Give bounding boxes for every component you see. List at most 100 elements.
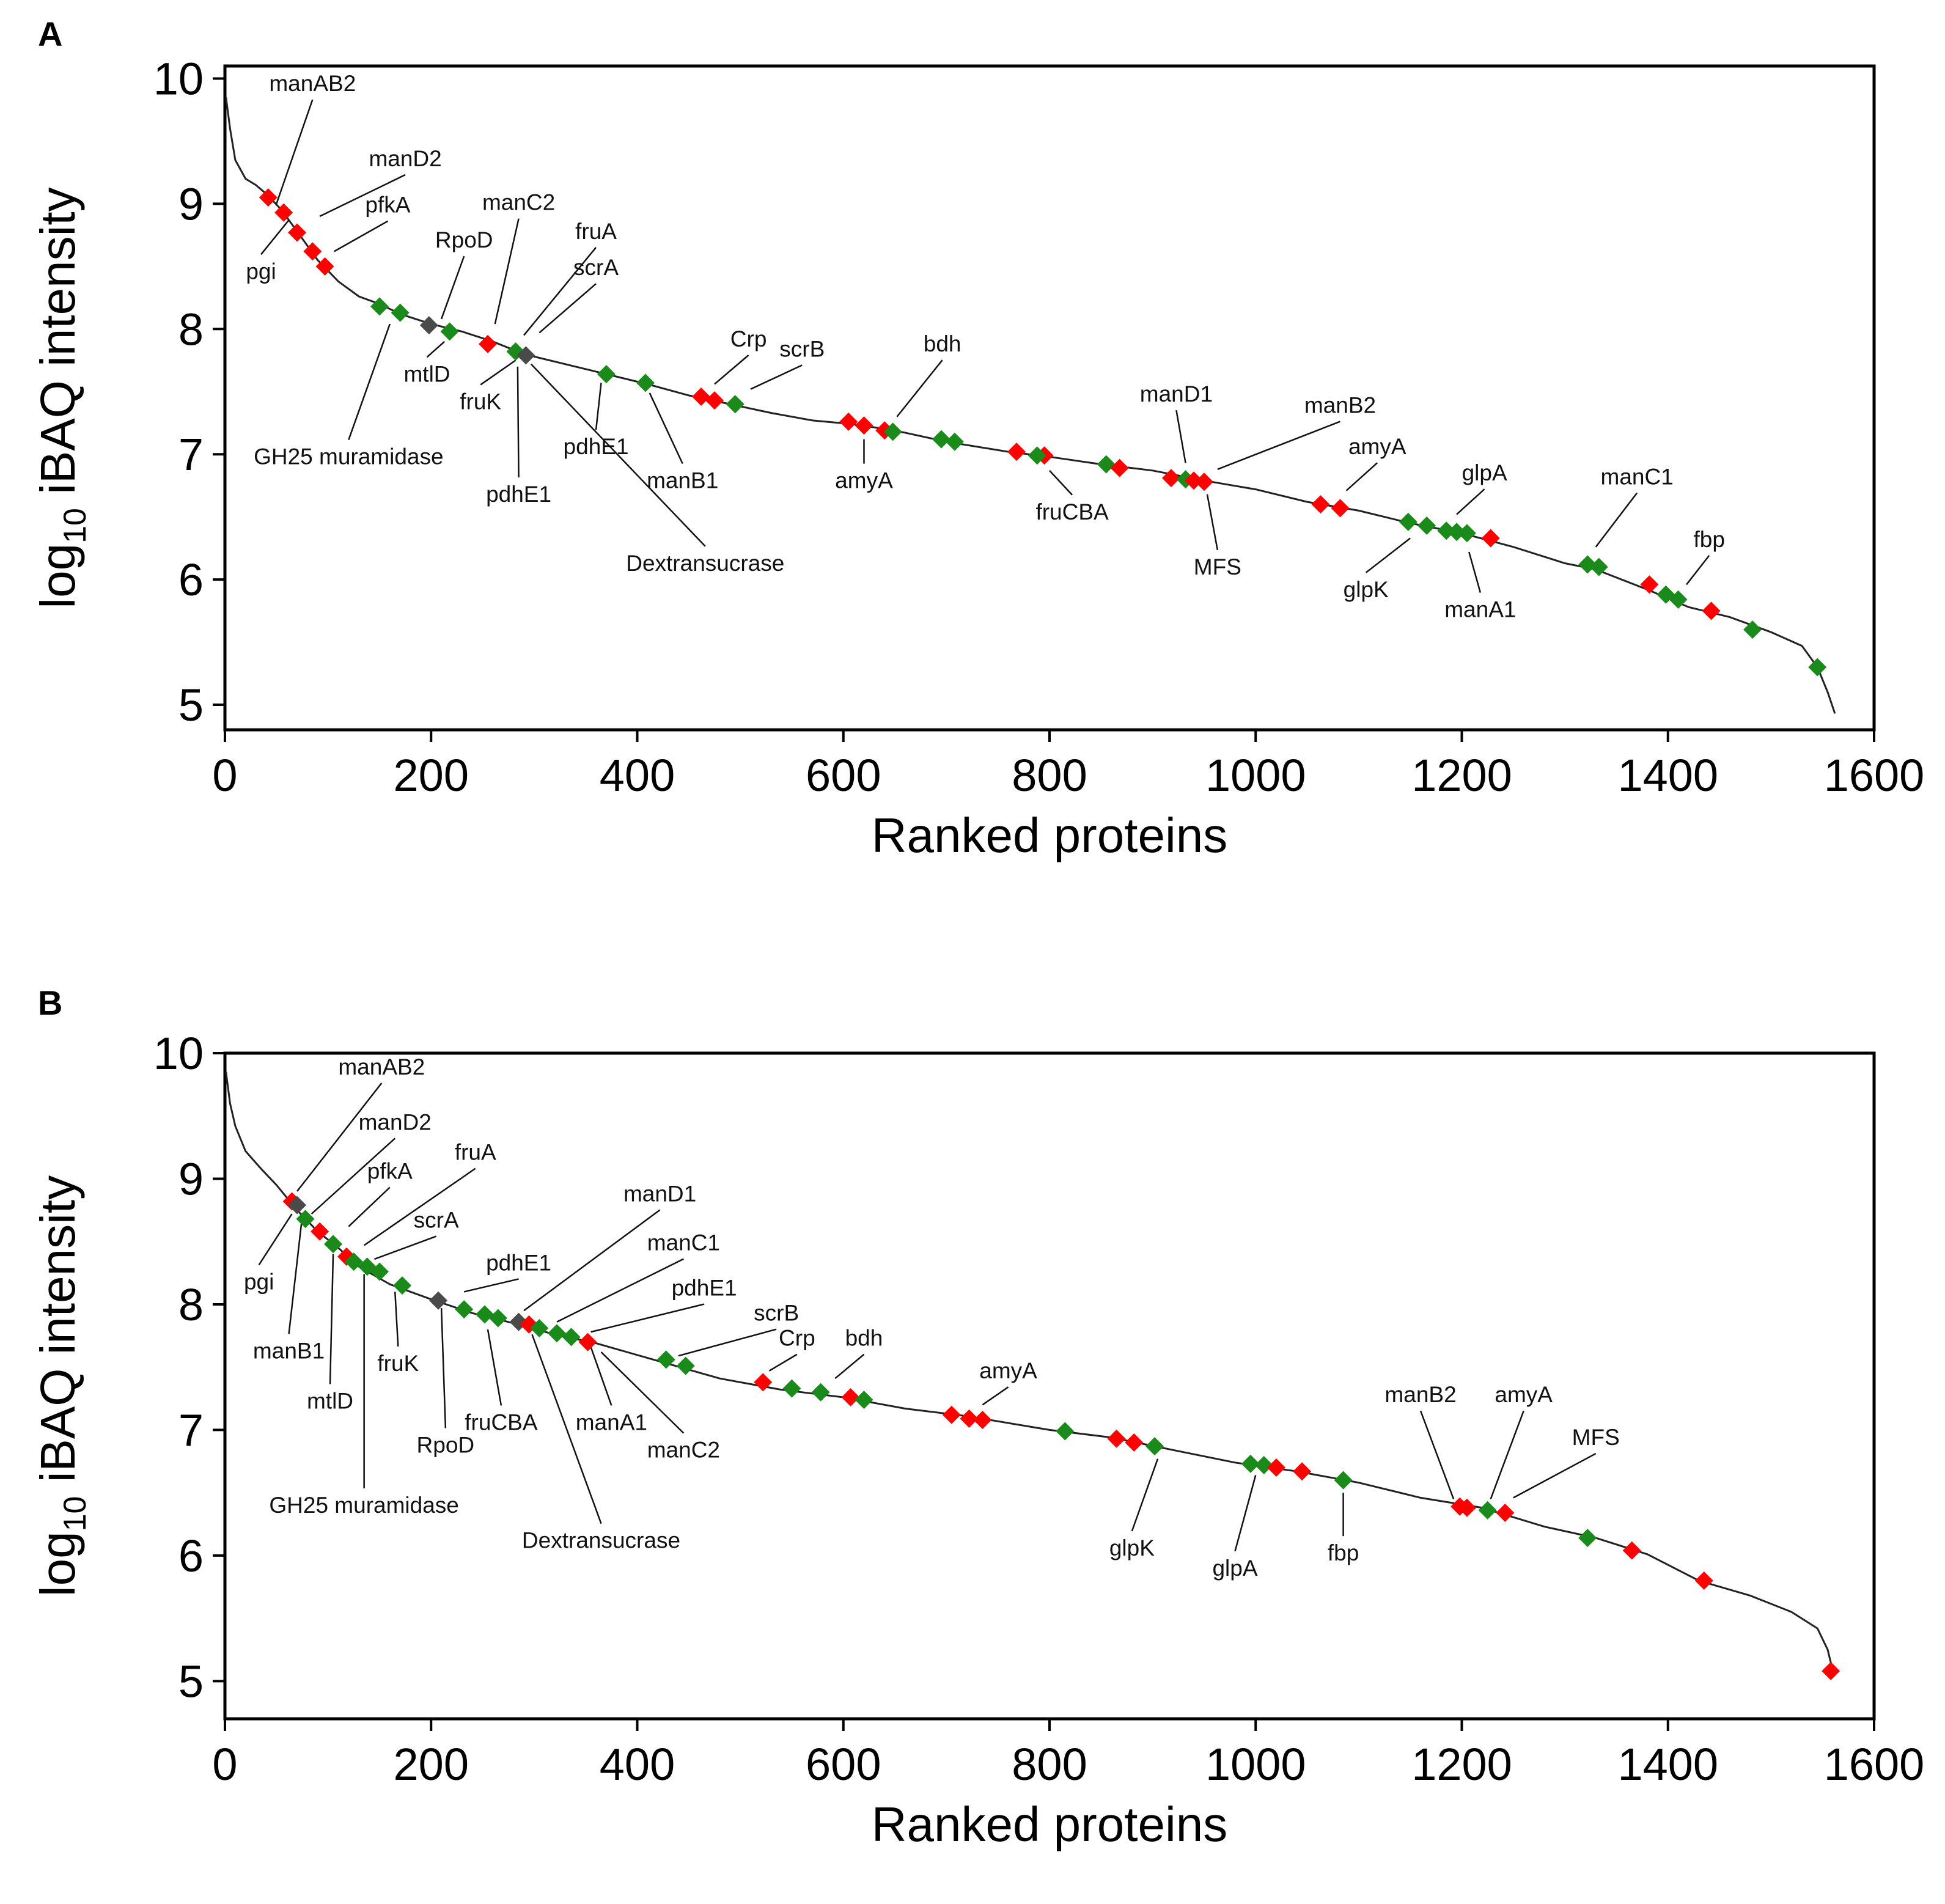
y-axis-title-base: log	[31, 543, 85, 609]
annotation-leader-line	[590, 1347, 612, 1406]
protein-marker-green	[530, 1318, 549, 1337]
annotation-label: manD2	[369, 146, 441, 171]
annotation-leader-line	[523, 1209, 661, 1312]
annotation-leader-line	[348, 1186, 391, 1227]
annotation-label: manC2	[647, 1438, 720, 1463]
y-tick-label: 8	[178, 1279, 204, 1330]
annotation-leader-line	[276, 99, 314, 204]
protein-marker-green	[1254, 1455, 1273, 1474]
annotation-label: pgi	[244, 1269, 274, 1294]
x-tick-label: 800	[1012, 1739, 1087, 1790]
annotation-label: glpK	[1344, 577, 1389, 602]
x-tick-label: 0	[212, 750, 237, 801]
annotation-leader-line	[1686, 555, 1710, 586]
protein-marker-red	[1694, 1571, 1713, 1590]
x-tick-label: 600	[806, 1739, 881, 1790]
protein-marker-green	[782, 1379, 801, 1398]
protein-marker-green	[391, 303, 410, 322]
annotation-label: pdhE1	[486, 1250, 551, 1275]
annotation-label: fbp	[1693, 527, 1724, 552]
protein-marker-green	[811, 1383, 830, 1402]
protein-marker-red	[1640, 575, 1659, 594]
y-tick-label: 10	[153, 53, 204, 104]
protein-marker-green	[1334, 1471, 1353, 1490]
protein-marker-green	[726, 395, 745, 414]
annotation-label: mtlD	[403, 361, 450, 386]
annotation-label: scrB	[779, 336, 825, 361]
annotation-leader-line	[678, 1328, 777, 1357]
annotation-leader-line	[426, 340, 446, 358]
protein-marker-grey	[429, 1291, 448, 1310]
annotation-leader-line	[348, 323, 391, 441]
annotation-label: MFS	[1572, 1425, 1620, 1450]
annotation-label: amyA	[979, 1358, 1037, 1383]
y-tick-label: 10	[153, 1028, 204, 1079]
protein-marker-red	[1194, 472, 1213, 491]
protein-marker-red	[839, 412, 858, 431]
y-tick-label: 6	[178, 1531, 204, 1581]
protein-marker-red	[1481, 529, 1500, 548]
annotation-leader-line	[329, 1254, 334, 1384]
protein-marker-green	[1145, 1437, 1164, 1456]
x-tick-label: 1000	[1205, 750, 1306, 801]
x-tick-label: 1600	[1824, 1739, 1925, 1790]
annotation-label: manB2	[1304, 393, 1376, 418]
annotation-leader-line	[600, 1351, 685, 1434]
protein-marker-green	[597, 365, 616, 384]
protein-marker-green	[1457, 524, 1476, 543]
annotation-leader-line	[1345, 462, 1378, 491]
y-axis-title-base: log	[31, 1531, 85, 1597]
annotation-label: manD1	[623, 1181, 696, 1206]
protein-marker-red	[578, 1332, 597, 1351]
annotation-label: manA1	[1444, 597, 1516, 622]
annotation-leader-line	[374, 1235, 437, 1260]
annotation-leader-line	[539, 283, 597, 334]
annotation-label: manA1	[576, 1410, 647, 1435]
annotation-leader-line	[1595, 492, 1638, 548]
annotation-label: fruCBA	[1035, 499, 1109, 524]
annotation-leader-line	[494, 218, 520, 325]
annotation-leader-line	[517, 366, 520, 478]
protein-marker-green	[370, 297, 389, 316]
y-axis-title-subscript: 10	[57, 1496, 93, 1532]
protein-marker-green	[1028, 446, 1046, 465]
x-tick-label: 1200	[1411, 750, 1512, 801]
x-tick-label: 600	[806, 750, 881, 801]
y-axis-title-subscript: 10	[57, 508, 93, 543]
protein-marker-red	[303, 242, 322, 261]
annotation-leader-line	[296, 1082, 383, 1192]
annotation-label: manB2	[1384, 1382, 1456, 1407]
y-axis-title: log10 iBAQ intensity	[31, 1175, 93, 1597]
annotation-leader-line	[1175, 410, 1186, 463]
protein-marker-grey	[288, 1196, 307, 1215]
y-axis-title: log10 iBAQ intensity	[31, 187, 93, 608]
annotation-label: amyA	[835, 468, 893, 493]
annotation-label: GH25 muramidase	[254, 444, 444, 469]
protein-marker-green	[1743, 620, 1762, 639]
y-tick-label: 5	[178, 1656, 204, 1707]
annotation-label: Crp	[730, 326, 767, 351]
protein-marker-red	[315, 257, 334, 276]
protein-marker-green	[932, 430, 950, 449]
annotation-leader-line	[334, 220, 389, 252]
annotation-label: pgi	[246, 259, 276, 284]
annotation-leader-line	[531, 1334, 602, 1524]
annotation-label: GH25 muramidase	[269, 1493, 459, 1518]
protein-marker-red	[259, 188, 278, 207]
annotation-leader-line	[1456, 488, 1485, 515]
protein-marker-green	[1399, 512, 1417, 531]
annotation-leader-line	[363, 1167, 476, 1246]
annotation-label: fruA	[455, 1140, 496, 1165]
annotation-leader-line	[480, 359, 517, 386]
annotation-label: pdhE1	[486, 482, 551, 507]
annotation-label: scrB	[754, 1301, 799, 1326]
protein-marker-red	[1007, 443, 1026, 461]
protein-marker-green	[1241, 1454, 1260, 1473]
panel-letter: B	[38, 983, 62, 1022]
protein-marker-red	[960, 1409, 979, 1428]
annotation-leader-line	[1217, 421, 1340, 470]
protein-marker-red	[1161, 469, 1180, 488]
x-tick-label: 1400	[1617, 1739, 1718, 1790]
annotation-leader-line	[595, 383, 602, 430]
